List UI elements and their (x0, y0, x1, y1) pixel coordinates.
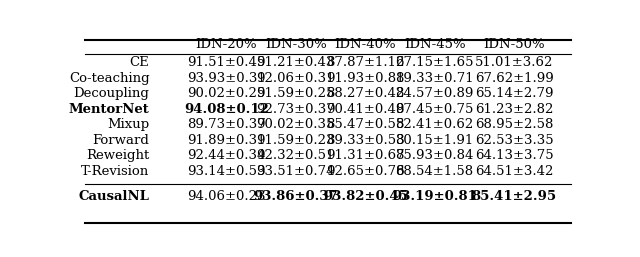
Text: Reweight: Reweight (86, 149, 150, 162)
Text: 93.14±0.53: 93.14±0.53 (187, 165, 266, 178)
Text: 93.86±0.37: 93.86±0.37 (253, 190, 338, 203)
Text: 89.33±0.71: 89.33±0.71 (396, 72, 474, 85)
Text: MentorNet: MentorNet (68, 103, 150, 116)
Text: 88.27±0.42: 88.27±0.42 (326, 87, 404, 100)
Text: 91.51±0.45: 91.51±0.45 (187, 56, 266, 69)
Text: 93.93±0.31: 93.93±0.31 (187, 72, 266, 85)
Text: 91.59±0.23: 91.59±0.23 (257, 134, 335, 147)
Text: IDN-45%: IDN-45% (404, 38, 465, 51)
Text: 85.41±2.95: 85.41±2.95 (472, 190, 557, 203)
Text: 88.54±1.58: 88.54±1.58 (396, 165, 474, 178)
Text: 67.15±1.65: 67.15±1.65 (396, 56, 474, 69)
Text: 65.14±2.79: 65.14±2.79 (475, 87, 553, 100)
Text: CE: CE (130, 56, 150, 69)
Text: 93.82±0.45: 93.82±0.45 (323, 190, 408, 203)
Text: 61.23±2.82: 61.23±2.82 (475, 103, 553, 116)
Text: T-Revision: T-Revision (81, 165, 150, 178)
Text: 91.21±0.43: 91.21±0.43 (257, 56, 335, 69)
Text: 68.95±2.58: 68.95±2.58 (475, 118, 553, 131)
Text: 92.32±0.51: 92.32±0.51 (257, 149, 335, 162)
Text: Forward: Forward (93, 134, 150, 147)
Text: 92.65±0.76: 92.65±0.76 (326, 165, 404, 178)
Text: 51.01±3.62: 51.01±3.62 (475, 56, 553, 69)
Text: Decoupling: Decoupling (74, 87, 150, 100)
Text: IDN-40%: IDN-40% (334, 38, 396, 51)
Text: 91.93±0.81: 91.93±0.81 (326, 72, 404, 85)
Text: 90.41±0.49: 90.41±0.49 (326, 103, 404, 116)
Text: 89.73±0.37: 89.73±0.37 (187, 118, 266, 131)
Text: 91.59±0.25: 91.59±0.25 (257, 87, 335, 100)
Text: 87.87±1.12: 87.87±1.12 (326, 56, 404, 69)
Text: Co-teaching: Co-teaching (69, 72, 150, 85)
Text: Mixup: Mixup (108, 118, 150, 131)
Text: 90.02±0.35: 90.02±0.35 (257, 118, 335, 131)
Text: 85.47±0.55: 85.47±0.55 (326, 118, 404, 131)
Text: 94.08±0.12: 94.08±0.12 (184, 103, 269, 116)
Text: 80.15±1.91: 80.15±1.91 (396, 134, 474, 147)
Text: IDN-30%: IDN-30% (265, 38, 326, 51)
Text: 87.45±0.75: 87.45±0.75 (396, 103, 474, 116)
Text: IDN-50%: IDN-50% (483, 38, 545, 51)
Text: 82.41±0.62: 82.41±0.62 (396, 118, 474, 131)
Text: 91.31±0.67: 91.31±0.67 (326, 149, 404, 162)
Text: 64.51±3.42: 64.51±3.42 (475, 165, 553, 178)
Text: 93.51±0.74: 93.51±0.74 (257, 165, 335, 178)
Text: 93.19±0.81: 93.19±0.81 (392, 190, 477, 203)
Text: 67.62±1.99: 67.62±1.99 (475, 72, 554, 85)
Text: 84.57±0.89: 84.57±0.89 (396, 87, 474, 100)
Text: 92.73±0.37: 92.73±0.37 (257, 103, 335, 116)
Text: 92.06±0.31: 92.06±0.31 (257, 72, 335, 85)
Text: 62.53±3.35: 62.53±3.35 (475, 134, 554, 147)
Text: 85.93±0.84: 85.93±0.84 (396, 149, 474, 162)
Text: 91.89±0.31: 91.89±0.31 (187, 134, 266, 147)
Text: 89.33±0.53: 89.33±0.53 (326, 134, 404, 147)
Text: 90.02±0.25: 90.02±0.25 (187, 87, 266, 100)
Text: 94.06±0.23: 94.06±0.23 (187, 190, 266, 203)
Text: 92.44±0.34: 92.44±0.34 (187, 149, 266, 162)
Text: IDN-20%: IDN-20% (195, 38, 257, 51)
Text: CausalNL: CausalNL (79, 190, 150, 203)
Text: 64.13±3.75: 64.13±3.75 (475, 149, 554, 162)
